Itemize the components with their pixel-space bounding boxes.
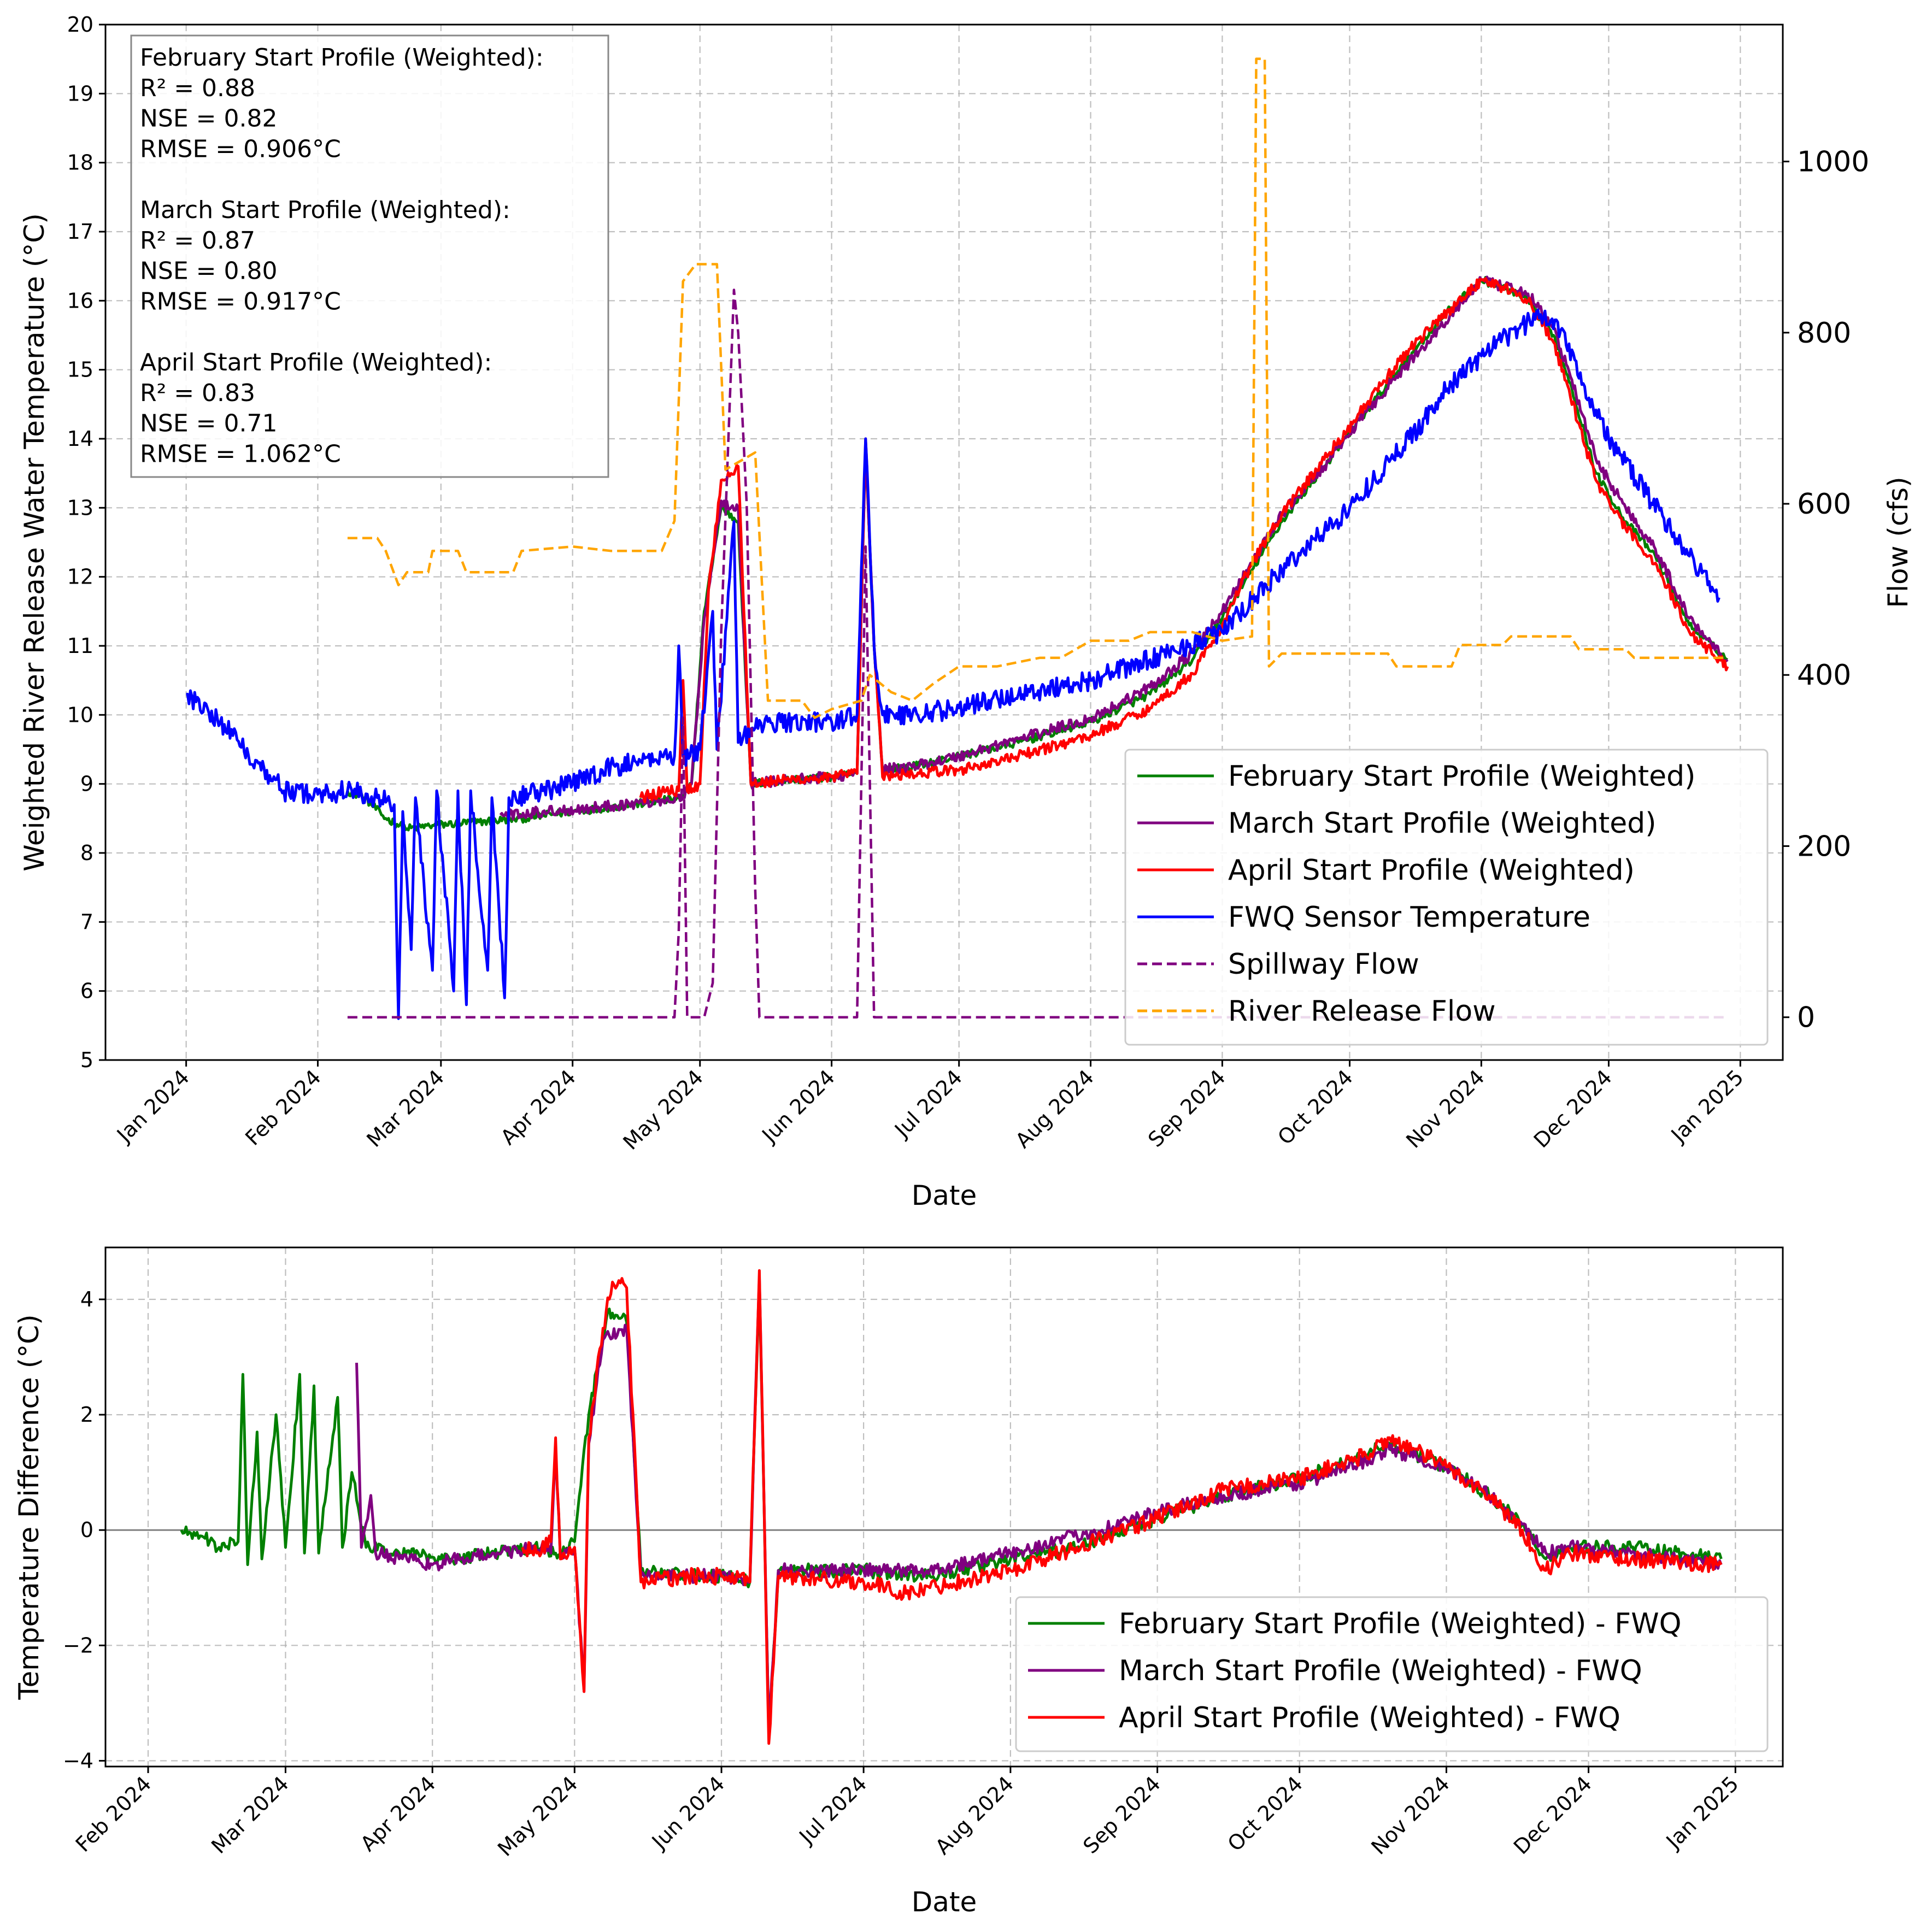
legend-label: March Start Profile (Weighted) - FWQ [1119,1655,1642,1687]
y-tick-label: 18 [67,151,93,175]
y-tick-label: −2 [63,1633,93,1657]
y-tick-label: 6 [80,979,93,1003]
y-tick-label: 17 [67,220,93,244]
y2-tick-label: 1000 [1797,146,1869,179]
stats-line: RMSE = 0.906°C [140,135,341,163]
series-line-march-start-profile-weighted [499,275,1729,821]
stats-box [130,34,609,478]
x-axis-title: Date [912,1180,977,1211]
y-tick-label: 15 [67,358,93,382]
y2-axis-title: Flow (cfs) [1882,476,1914,608]
series-line-april-start-profile-weighted [639,277,1729,804]
y-tick-label: 8 [80,841,93,865]
y-tick-label: 5 [80,1048,93,1072]
x-axis-title: Date [912,1886,977,1918]
y-tick-label: 13 [67,496,93,520]
series-line-fwq-sensor-temperature [186,308,1720,1020]
plot-frame [104,1246,1784,1768]
legend-label: February Start Profile (Weighted) - FWQ [1119,1608,1682,1640]
y-tick-label: 19 [67,81,93,105]
y-tick-label: 7 [80,910,93,934]
y-axis-title: Temperature Difference (°C) [13,1314,45,1700]
stats-line: NSE = 0.71 [140,410,277,438]
y-tick-label: 14 [67,427,93,451]
y-tick-label: 9 [80,772,93,796]
y2-tick-label: 400 [1797,659,1851,692]
legend-label: April Start Profile (Weighted) - FWQ [1119,1702,1620,1734]
stats-line: R² = 0.87 [140,227,255,255]
legend-label: March Start Profile (Weighted) [1228,807,1657,840]
stats-line: April Start Profile (Weighted): [140,349,492,376]
y-tick-label: 12 [67,565,93,589]
y2-tick-label: 800 [1797,317,1851,350]
y-tick-label: −4 [63,1749,93,1773]
plot-frame [104,23,1784,1061]
stats-line: March Start Profile (Weighted): [140,196,510,224]
y2-tick-label: 200 [1797,830,1851,863]
y-tick-label: 2 [80,1403,93,1427]
legend-label: February Start Profile (Weighted) [1228,760,1695,793]
stats-line: NSE = 0.80 [140,257,277,285]
y-tick-label: 11 [67,634,93,658]
y-tick-label: 0 [80,1518,93,1542]
stats-line: R² = 0.83 [140,379,255,407]
legend-box [1015,1596,1769,1752]
y2-tick-label: 600 [1797,488,1851,521]
stats-line: NSE = 0.82 [140,105,277,133]
legend-label: FWQ Sensor Temperature [1228,901,1590,934]
y-tick-label: 20 [67,13,93,37]
y-tick-label: 10 [67,703,93,727]
legend-box [1124,749,1769,1046]
series-line-river-release-flow [347,57,1728,719]
legend-label: April Start Profile (Weighted) [1228,854,1635,887]
series-line-spillway-flow [347,289,1728,1019]
legend-label: River Release Flow [1228,995,1496,1028]
series-line-april-start-profile-weighted-fwq [521,1269,1723,1745]
y2-tick-label: 0 [1797,1002,1815,1034]
stats-line: February Start Profile (Weighted): [140,44,544,72]
legend-label: Spillway Flow [1228,948,1419,981]
y-axis-title: Weighted River Release Water Temperature… [19,213,50,872]
stats-line: RMSE = 1.062°C [140,440,341,468]
y-tick-label: 4 [80,1287,93,1311]
stats-line: R² = 0.88 [140,74,255,102]
stats-line: RMSE = 0.917°C [140,287,341,315]
y-tick-label: 16 [67,289,93,313]
